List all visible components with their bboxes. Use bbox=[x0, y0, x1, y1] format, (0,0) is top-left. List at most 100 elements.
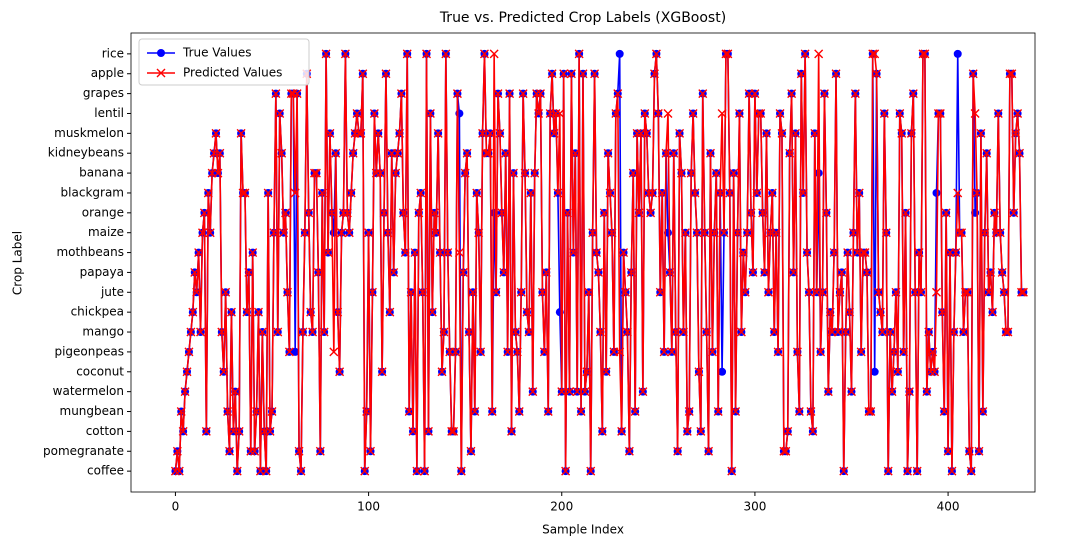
point bbox=[779, 446, 789, 456]
point bbox=[431, 228, 441, 238]
point bbox=[1016, 287, 1026, 297]
point bbox=[972, 188, 982, 198]
point bbox=[731, 407, 741, 417]
point bbox=[638, 387, 648, 397]
point bbox=[385, 307, 395, 317]
legend-box bbox=[138, 38, 310, 86]
point bbox=[366, 446, 376, 456]
point bbox=[597, 426, 607, 436]
point bbox=[234, 426, 244, 436]
point bbox=[742, 228, 752, 238]
y-tick-label: cotton bbox=[86, 424, 124, 438]
point bbox=[705, 148, 715, 158]
point bbox=[180, 387, 190, 397]
point bbox=[1013, 108, 1023, 118]
point bbox=[790, 128, 800, 138]
point bbox=[315, 446, 325, 456]
point bbox=[715, 188, 725, 198]
x-tick-label: 100 bbox=[357, 500, 380, 514]
point bbox=[578, 69, 588, 79]
point bbox=[887, 387, 897, 397]
point bbox=[750, 89, 760, 99]
point bbox=[877, 327, 887, 337]
point bbox=[825, 307, 835, 317]
point bbox=[225, 446, 235, 456]
point bbox=[323, 248, 333, 258]
y-tick-label: watermelon bbox=[53, 384, 124, 398]
point bbox=[476, 347, 486, 357]
point bbox=[458, 267, 468, 277]
point bbox=[570, 148, 580, 158]
point bbox=[1003, 327, 1013, 337]
point bbox=[762, 128, 771, 138]
point bbox=[462, 148, 472, 158]
point bbox=[976, 128, 986, 138]
point bbox=[541, 267, 551, 277]
point bbox=[379, 208, 389, 218]
point bbox=[872, 69, 882, 79]
point bbox=[354, 128, 364, 138]
point bbox=[412, 466, 422, 476]
point bbox=[281, 208, 291, 218]
legend-marker bbox=[157, 49, 165, 57]
point bbox=[630, 407, 640, 417]
point bbox=[514, 407, 524, 417]
point bbox=[201, 426, 211, 436]
point bbox=[346, 188, 356, 198]
point bbox=[261, 466, 271, 476]
point bbox=[321, 49, 331, 59]
point bbox=[845, 307, 855, 317]
point bbox=[364, 228, 374, 238]
point bbox=[740, 287, 750, 297]
point bbox=[447, 426, 457, 436]
point bbox=[657, 188, 667, 198]
point bbox=[931, 287, 941, 297]
point bbox=[184, 347, 194, 357]
point bbox=[723, 49, 733, 59]
point bbox=[771, 228, 781, 238]
point bbox=[590, 69, 600, 79]
point bbox=[271, 89, 281, 99]
point bbox=[508, 168, 518, 178]
point bbox=[172, 446, 182, 456]
point bbox=[622, 327, 632, 337]
point bbox=[290, 188, 300, 198]
point bbox=[692, 228, 702, 238]
point bbox=[800, 49, 810, 59]
point bbox=[665, 267, 675, 277]
point bbox=[599, 208, 609, 218]
point bbox=[930, 367, 940, 377]
point bbox=[667, 347, 677, 357]
point bbox=[818, 287, 828, 297]
point bbox=[718, 367, 727, 376]
point bbox=[199, 208, 209, 218]
point bbox=[516, 287, 526, 297]
point bbox=[292, 89, 302, 99]
point bbox=[1001, 327, 1011, 337]
point bbox=[377, 367, 387, 377]
point bbox=[580, 387, 590, 397]
point bbox=[694, 367, 704, 377]
point bbox=[893, 367, 903, 377]
point bbox=[418, 287, 428, 297]
y-tick-label: papaya bbox=[80, 265, 124, 279]
point bbox=[688, 108, 698, 118]
point bbox=[932, 188, 941, 197]
y-tick-label: muskmelon bbox=[54, 126, 124, 140]
point bbox=[850, 89, 860, 99]
point bbox=[613, 89, 623, 99]
point bbox=[242, 307, 252, 317]
point bbox=[512, 347, 522, 357]
point bbox=[331, 148, 341, 158]
point bbox=[240, 188, 250, 198]
series-line bbox=[174, 53, 1024, 472]
point bbox=[381, 69, 391, 79]
point bbox=[891, 287, 901, 297]
point bbox=[574, 49, 584, 59]
point bbox=[335, 367, 345, 377]
y-tick-label: chickpea bbox=[71, 305, 124, 319]
point bbox=[1018, 287, 1028, 297]
point bbox=[493, 89, 503, 99]
point bbox=[250, 446, 260, 456]
point bbox=[603, 148, 613, 158]
